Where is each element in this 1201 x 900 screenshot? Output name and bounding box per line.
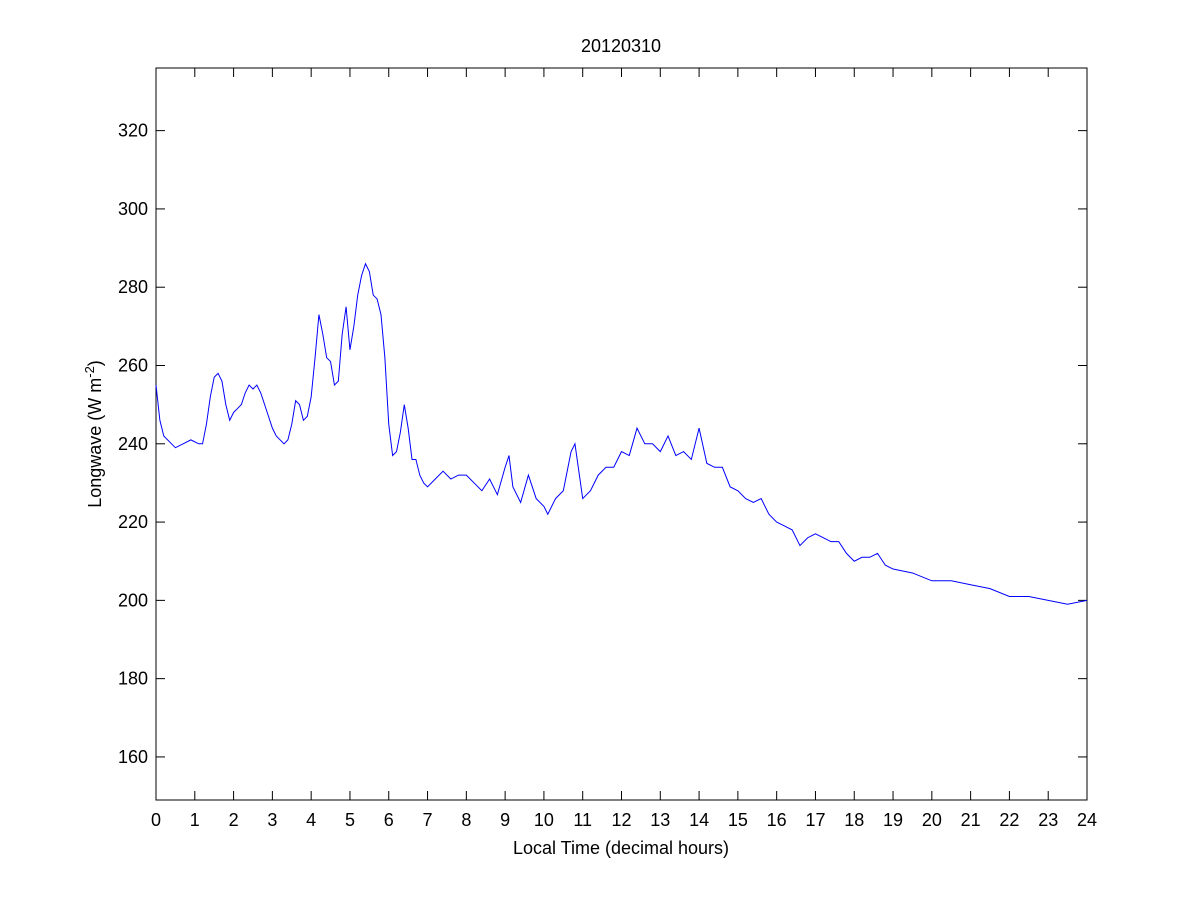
x-axis-label: Local Time (decimal hours) <box>513 838 729 858</box>
x-tick-label: 2 <box>229 810 239 830</box>
x-tick-label: 21 <box>961 810 981 830</box>
y-tick-label: 180 <box>118 669 148 689</box>
x-tick-label: 22 <box>999 810 1019 830</box>
y-tick-label: 320 <box>118 121 148 141</box>
x-tick-label: 1 <box>190 810 200 830</box>
y-label-sup: -2 <box>82 366 97 378</box>
x-tick-label: 5 <box>345 810 355 830</box>
data-line <box>155 262 1088 605</box>
x-tick-label: 18 <box>844 810 864 830</box>
x-tick-label: 10 <box>534 810 554 830</box>
x-tick-label: 7 <box>423 810 433 830</box>
plot-box <box>155 67 1088 801</box>
y-tick-label: 300 <box>118 199 148 219</box>
y-tick-label: 200 <box>118 590 148 610</box>
chart-title: 20120310 <box>581 36 661 56</box>
y-axis-label: Longwave (W m-2) <box>82 360 105 508</box>
y-tick-label: 280 <box>118 277 148 297</box>
y-label-suffix: ) <box>85 360 105 366</box>
x-tick-label: 3 <box>267 810 277 830</box>
x-tick-label: 6 <box>384 810 394 830</box>
y-tick-label: 240 <box>118 434 148 454</box>
x-tick-label: 12 <box>611 810 631 830</box>
x-tick-label: 8 <box>461 810 471 830</box>
y-label-text: Longwave (W m <box>85 378 105 508</box>
x-tick-label: 0 <box>151 810 161 830</box>
x-tick-label: 19 <box>883 810 903 830</box>
x-tick-label: 15 <box>728 810 748 830</box>
x-tick-label: 17 <box>805 810 825 830</box>
x-tick-label: 14 <box>689 810 709 830</box>
x-tick-label: 9 <box>500 810 510 830</box>
y-tick-label: 160 <box>118 747 148 767</box>
x-tick-label: 20 <box>922 810 942 830</box>
x-tick-label: 11 <box>573 810 592 830</box>
y-tick-label: 220 <box>118 512 148 532</box>
x-tick-label: 23 <box>1038 810 1058 830</box>
x-tick-label: 24 <box>1077 810 1097 830</box>
y-tick-label: 260 <box>118 355 148 375</box>
x-tick-label: 16 <box>767 810 787 830</box>
x-tick-label: 4 <box>306 810 316 830</box>
x-tick-label: 13 <box>650 810 670 830</box>
